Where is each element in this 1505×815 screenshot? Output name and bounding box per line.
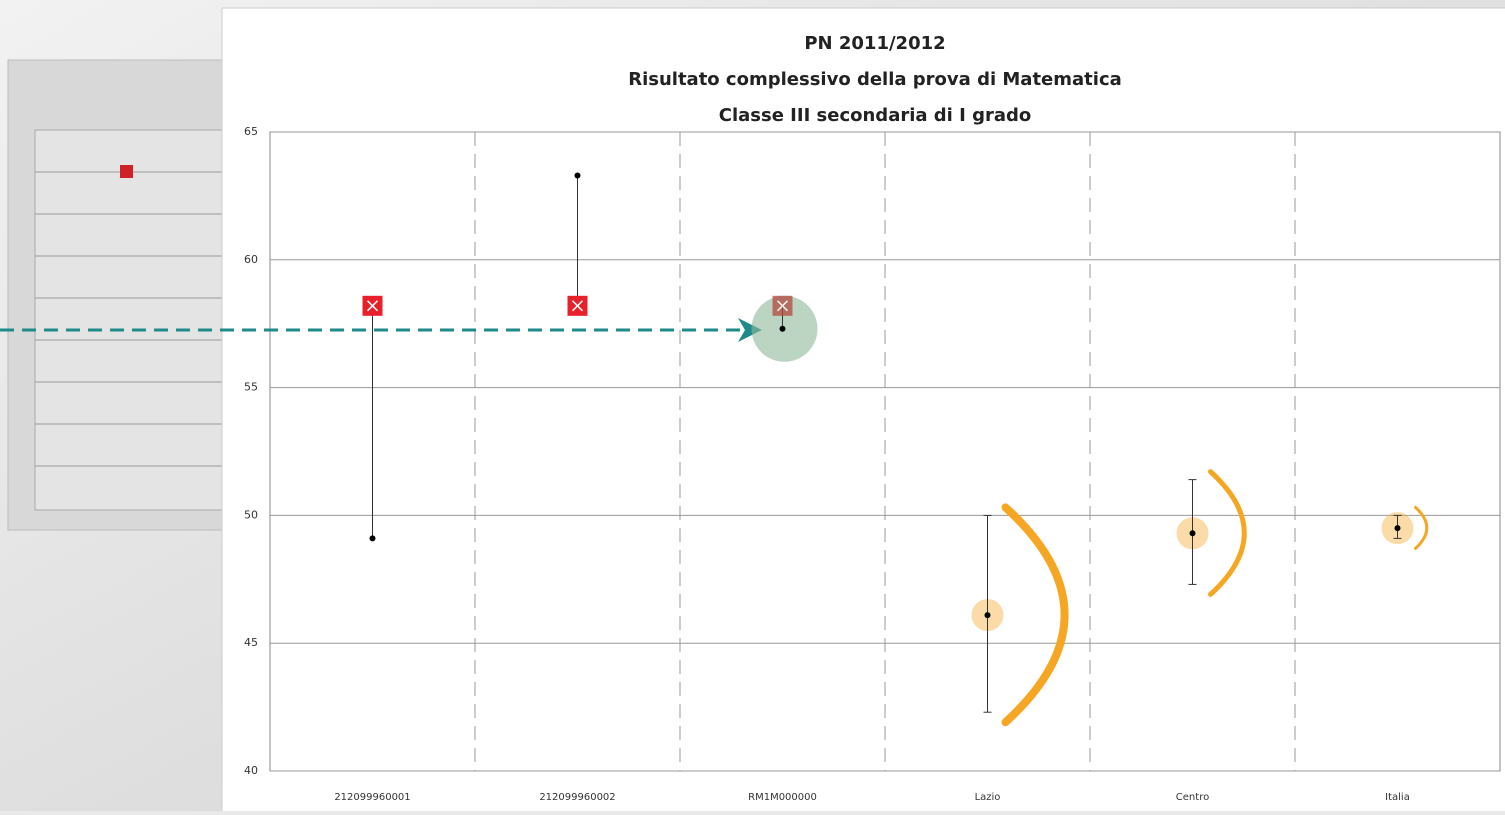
x-tick-label: 212099960001: [334, 792, 410, 803]
thumbnail-grid: [35, 171, 224, 467]
marker-group: [567, 295, 588, 316]
y-tick-label: 65: [244, 125, 258, 138]
title-line: Risultato complessivo della prova di Mat…: [628, 69, 1122, 90]
x-tick-label: Centro: [1176, 792, 1209, 803]
x-tick-label: 212099960002: [539, 792, 615, 803]
point: [574, 172, 581, 179]
x-tick-label: Lazio: [975, 792, 1001, 803]
point: [1394, 525, 1401, 532]
marker-group: [772, 295, 793, 316]
marker-group: [362, 295, 383, 316]
point: [779, 325, 786, 332]
x-tick-label: Italia: [1385, 792, 1410, 803]
thumbnail-plot: [34, 129, 225, 511]
point: [1189, 530, 1196, 537]
thumbnail-marker: [120, 165, 133, 178]
highlight-arc: [1001, 503, 1069, 727]
arrow-head: [738, 318, 762, 342]
title-line: PN 2011/2012: [804, 33, 945, 54]
highlight-arc: [1414, 505, 1429, 550]
marker-cross: [776, 300, 789, 312]
marker-cross: [366, 300, 379, 312]
y-tick-label: 60: [244, 253, 258, 266]
plot: 40 45 50 55 60 65 212099960001 212099960002 RM1M…: [0, 125, 1501, 803]
chart-panel: [221, 7, 1505, 815]
y-tick-label: 45: [244, 636, 258, 649]
highlight-arc: [1208, 469, 1247, 597]
title-line: Classe III secondaria di I grado: [719, 105, 1032, 126]
y-tick-label: 55: [244, 381, 258, 394]
thumbnail-chart: [7, 59, 225, 531]
marker-cross: [571, 300, 584, 312]
y-tick-label: 40: [244, 764, 258, 777]
x-tick-label: RM1M000000: [748, 792, 817, 803]
point: [984, 612, 991, 619]
y-tick-label: 50: [244, 508, 258, 521]
point: [369, 535, 376, 542]
chart-title: PN 2011/2012 Risultato complessivo della …: [628, 33, 1122, 126]
